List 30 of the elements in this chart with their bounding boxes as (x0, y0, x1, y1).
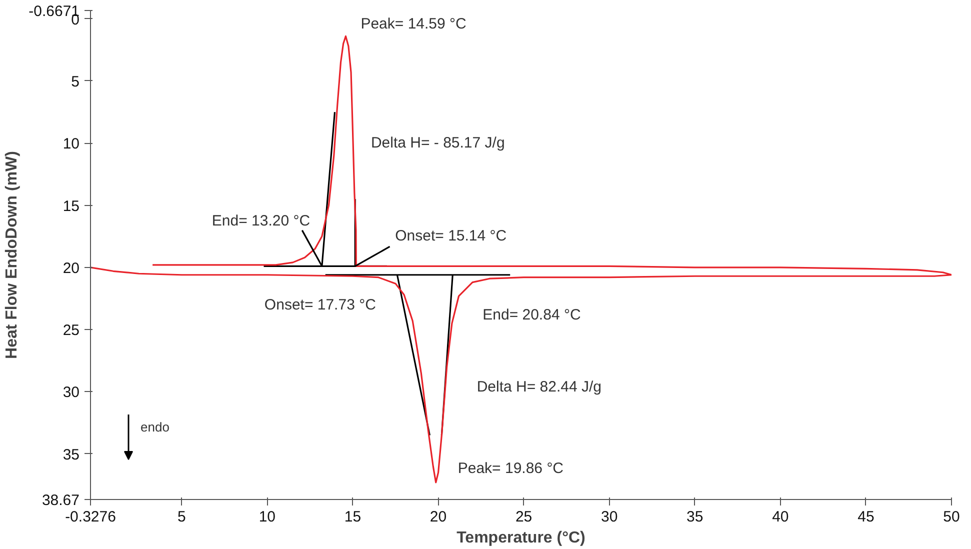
annotation: endo (140, 420, 170, 434)
x-tick-label: 15 (344, 508, 362, 526)
annotation: End= 13.20 °C (212, 212, 310, 230)
x-tick-label: -0.3276 (65, 508, 116, 526)
x-axis-title: Temperature (°C) (456, 530, 586, 546)
y-tick-label: 35 (62, 446, 80, 464)
annotation: End= 20.84 °C (482, 306, 581, 324)
annotation: Delta H= 82.44 J/g (476, 378, 602, 396)
annotation: Delta H= - 85.17 J/g (370, 134, 505, 152)
y-tick-label: 15 (62, 198, 80, 215)
y-tick-label: 20 (62, 260, 80, 277)
y-tick-label: 30 (62, 384, 80, 402)
x-tick-label: 20 (430, 508, 447, 526)
y-tick-label: 25 (62, 322, 80, 340)
x-tick-label: 50 (943, 508, 960, 526)
x-tick-label: 35 (686, 508, 704, 526)
y-tick-label: 38.67 (42, 492, 80, 509)
annotation: Peak= 19.86 °C (458, 460, 564, 477)
x-tick-label: 45 (858, 508, 874, 526)
x-tick-label: 10 (258, 508, 276, 526)
annotation: Onset= 15.14 °C (395, 228, 507, 245)
annotation: Onset= 17.73 °C (264, 296, 376, 314)
x-tick-label: 25 (515, 508, 532, 526)
x-tick-label: 40 (772, 508, 789, 526)
y-tick-label: 10 (62, 136, 80, 153)
x-tick-label: 5 (177, 508, 186, 526)
x-tick-label: 30 (601, 508, 618, 526)
y-axis-title: Heat Flow EndoDown (mW) (4, 151, 21, 359)
y-tick-label: 5 (71, 73, 80, 90)
annotation: Peak= 14.59 °C (360, 16, 467, 33)
